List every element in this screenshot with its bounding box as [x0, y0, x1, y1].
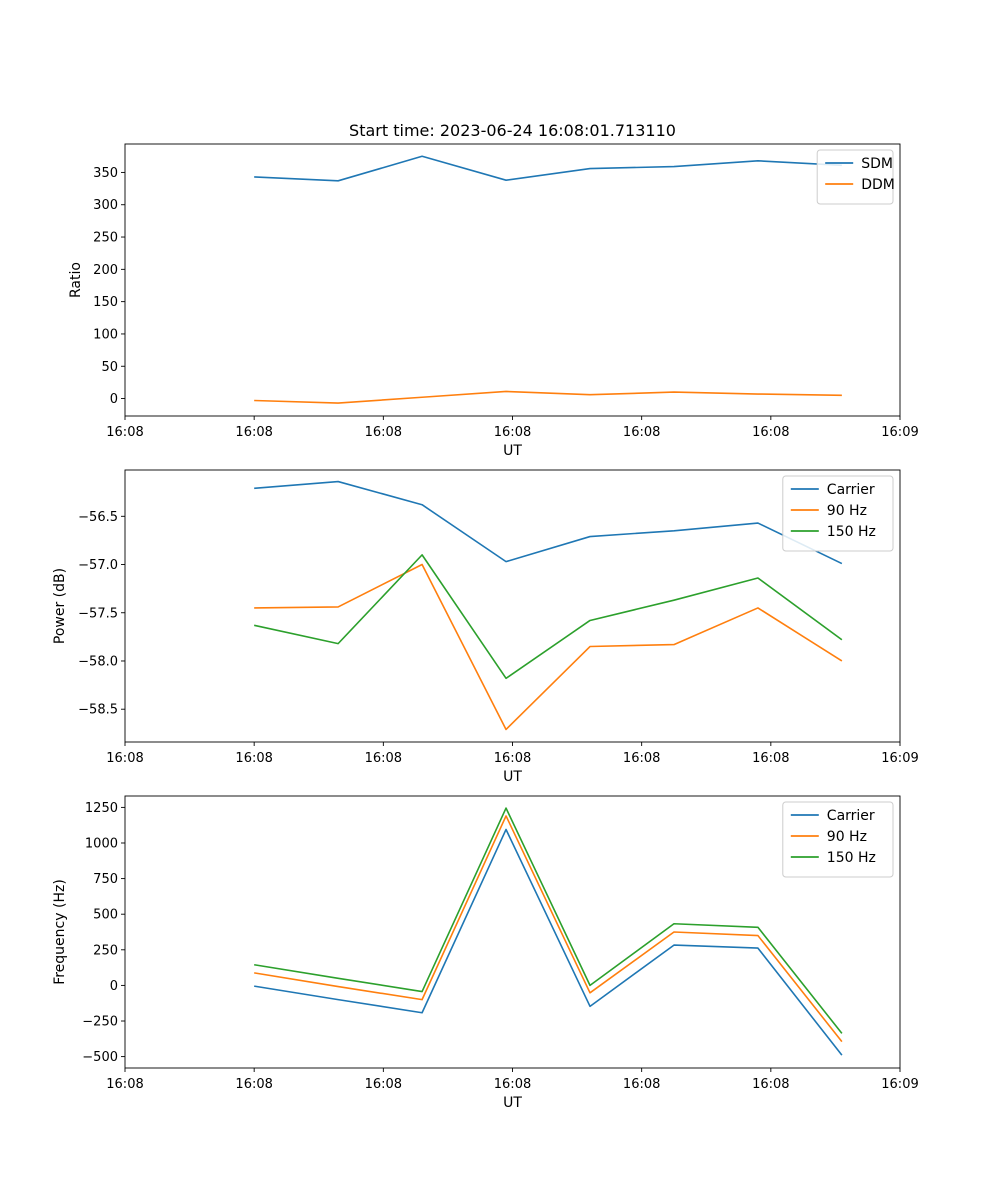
ratio-x-tick-label: 16:08 [106, 425, 143, 440]
power-y-tick-label: −56.5 [78, 510, 118, 525]
power-y-tick-label: −58.5 [78, 703, 118, 718]
ratio-legend-label-ddm: DDM [861, 177, 895, 193]
frequency-x-tick-label: 16:08 [106, 1077, 143, 1092]
frequency-x-tick-label: 16:08 [365, 1077, 402, 1092]
ratio-legend-label-sdm: SDM [861, 156, 893, 172]
frequency-series-line-150-hz [254, 807, 843, 1034]
ratio-legend: SDM DDM [816, 149, 895, 205]
chart-title: Start time: 2023-06-24 16:08:01.713110 [349, 121, 676, 140]
power-x-tick-label: 16:08 [365, 751, 402, 766]
frequency-y-tick-label: 750 [93, 872, 118, 887]
frequency-series-line-90-hz [254, 815, 843, 1043]
ratio-y-tick-label: 150 [93, 295, 118, 310]
ratio-y-tick-label: 100 [93, 327, 118, 342]
ratio-y-tick-label: 300 [93, 198, 118, 213]
power-x-tick-label: 16:08 [106, 751, 143, 766]
power-legend: Carrier 90 Hz 150 Hz [782, 475, 894, 552]
power-x-axis-label: UT [503, 769, 522, 785]
ratio-y-tick-label: 50 [101, 360, 118, 375]
ratio-x-tick-label: 16:08 [752, 425, 789, 440]
power-x-tick-label: 16:08 [623, 751, 660, 766]
power-x-tick-label: 16:08 [752, 751, 789, 766]
ratio-x-tick-label: 16:09 [881, 425, 918, 440]
power-series-line-90-hz [254, 563, 843, 731]
frequency-y-tick-label: 0 [110, 979, 118, 994]
frequency-x-tick-label: 16:08 [494, 1077, 531, 1092]
power-y-tick-label: −57.0 [78, 558, 118, 573]
frequency-legend-label-90-hz: 90 Hz [827, 829, 867, 845]
power-x-tick-label: 16:08 [494, 751, 531, 766]
frequency-legend-label-150-hz: 150 Hz [827, 850, 876, 866]
power-panel: 16:08 16:08 16:08 16:08 16:08 16:08 16:09 −58.5… [52, 469, 919, 785]
frequency-x-tick-label: 16:08 [752, 1077, 789, 1092]
frequency-x-tick-label: 16:09 [881, 1077, 918, 1092]
frequency-series-line-carrier [254, 828, 843, 1056]
ratio-x-tick-label: 16:08 [494, 425, 531, 440]
frequency-legend-box [782, 801, 894, 878]
power-legend-label-90-hz: 90 Hz [827, 503, 867, 519]
power-x-tick-label: 16:09 [881, 751, 918, 766]
ratio-y-tick-label: 250 [93, 231, 118, 246]
frequency-x-axis-label: UT [503, 1095, 522, 1111]
frequency-y-tick-label: 500 [93, 908, 118, 923]
power-y-tick-label: −57.5 [78, 606, 118, 621]
ratio-y-axis-label: Ratio [68, 262, 84, 298]
frequency-y-tick-label: −250 [82, 1015, 118, 1030]
frequency-y-tick-label: 1250 [85, 801, 118, 816]
frequency-y-tick-label: −500 [82, 1050, 118, 1065]
ratio-series-line-ddm [254, 390, 842, 404]
power-y-axis-label: Power (dB) [52, 568, 68, 644]
ratio-y-tick-label: 350 [93, 166, 118, 181]
ratio-panel: Start time: 2023-06-24 16:08:01.713110 16… [68, 121, 919, 459]
frequency-legend-label-carrier: Carrier [827, 808, 875, 824]
power-y-tick-label: −58.0 [78, 654, 118, 669]
frequency-legend: Carrier 90 Hz 150 Hz [782, 801, 894, 878]
power-series-line-150-hz [253, 554, 843, 680]
frequency-x-tick-label: 16:08 [235, 1077, 272, 1092]
ratio-y-tick-label: 200 [93, 263, 118, 278]
ratio-y-tick-label: 0 [110, 392, 118, 407]
frequency-panel: 16:08 16:08 16:08 16:08 16:08 16:08 16:09 −500 −… [52, 795, 919, 1111]
frequency-y-tick-label: 1000 [85, 836, 118, 851]
ratio-x-tick-label: 16:08 [623, 425, 660, 440]
frequency-y-tick-label: 250 [93, 943, 118, 958]
ratio-series-line-sdm [254, 155, 842, 182]
ratio-x-tick-label: 16:08 [235, 425, 272, 440]
power-series-line-carrier [254, 480, 843, 565]
power-legend-box [782, 475, 894, 552]
frequency-x-tick-label: 16:08 [623, 1077, 660, 1092]
power-legend-label-carrier: Carrier [827, 482, 875, 498]
ratio-x-tick-label: 16:08 [365, 425, 402, 440]
frequency-y-axis-label: Frequency (Hz) [52, 879, 68, 985]
power-legend-label-150-hz: 150 Hz [827, 524, 876, 540]
power-x-tick-label: 16:08 [235, 751, 272, 766]
ratio-x-axis-label: UT [503, 443, 522, 459]
